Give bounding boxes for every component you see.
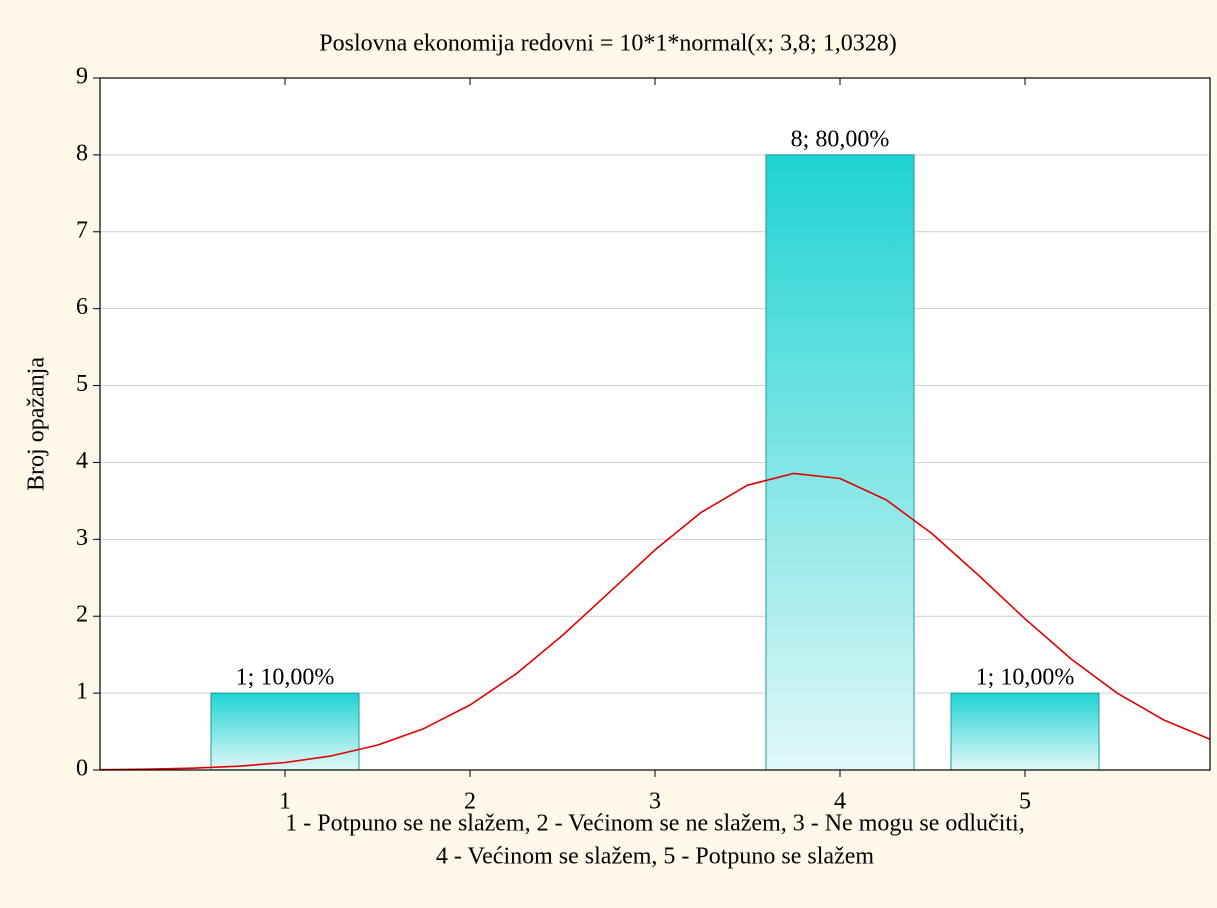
marks [99,154,1211,771]
x-tick-label: 3 [649,789,661,815]
y-tick-label: 5 [76,371,88,397]
x-tick-label: 1 [279,789,291,815]
y-tick-label: 4 [76,448,88,474]
y-tick-label: 9 [76,64,88,90]
chart-title: Poslovna ekonomija redovni = 10*1*normal… [319,31,896,57]
y-tick-label: 7 [76,217,88,243]
y-tick-label: 1 [76,679,88,705]
y-tick-label: 3 [76,525,88,551]
data-label: 8; 80,00% [791,126,890,152]
y-tick-label: 8 [76,140,88,166]
bar [210,692,360,771]
x-axis-label: 1 - Potpuno se ne slažem, 2 - Većinom se… [285,811,1024,837]
y-axis-label: Broj opažanja [24,357,50,491]
y-tick-label: 0 [76,756,88,782]
x-tick-label: 4 [834,789,846,815]
y-tick-label: 2 [76,602,88,628]
plot-area [100,78,1210,770]
labels: 0 1 2 3 4 5 6 7 8 9 1 2 3 4 5 1; 10,00% 8; 80,00% 1; 10,0… [76,64,1074,815]
x-tick-label: 5 [1019,789,1031,815]
bar [765,154,915,771]
bar [950,692,1100,771]
x-tick-label: 2 [464,789,476,815]
y-tick-label: 6 [76,294,88,320]
data-label: 1; 10,00% [236,665,335,691]
x-axis-label: 4 - Većinom se slažem, 5 - Potpuno se sl… [436,844,874,870]
data-label: 1; 10,00% [976,665,1075,691]
normal-curve [99,472,1211,771]
